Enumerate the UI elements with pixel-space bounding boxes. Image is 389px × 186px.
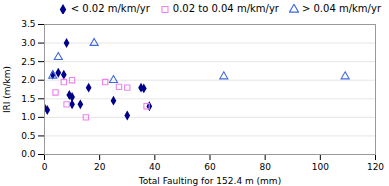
svg-text:80: 80 xyxy=(259,162,271,172)
svg-text:0.5: 0.5 xyxy=(21,131,35,141)
html-text:0.02 to 0.04 m/km/yr: 0.02 to 0.04 m/km/yr xyxy=(172,3,279,14)
svg-text:3.0: 3.0 xyxy=(21,38,36,48)
svg-text:Total Faulting for 152.4 m (mm: Total Faulting for 152.4 m (mm) xyxy=(138,176,281,186)
svg-text:20: 20 xyxy=(94,162,106,172)
svg-text:1.0: 1.0 xyxy=(21,112,36,122)
svg-text:3.5: 3.5 xyxy=(21,19,35,29)
svg-text:0.0: 0.0 xyxy=(21,149,36,159)
svg-text:120: 120 xyxy=(367,162,384,172)
svg-text:IRI (m/km): IRI (m/km) xyxy=(2,66,12,113)
svg-text:0: 0 xyxy=(42,162,48,172)
svg-text:1.5: 1.5 xyxy=(21,94,35,104)
svg-text:40: 40 xyxy=(149,162,161,172)
html-text:< 0.02 m/km/yr: < 0.02 m/km/yr xyxy=(70,3,150,14)
svg-text:100: 100 xyxy=(312,162,329,172)
svg-text:60: 60 xyxy=(204,162,216,172)
svg-text:2.5: 2.5 xyxy=(21,57,35,67)
html-text:> 0.04 m/km/yr: > 0.04 m/km/yr xyxy=(302,3,381,14)
svg-text:2.0: 2.0 xyxy=(21,75,36,85)
